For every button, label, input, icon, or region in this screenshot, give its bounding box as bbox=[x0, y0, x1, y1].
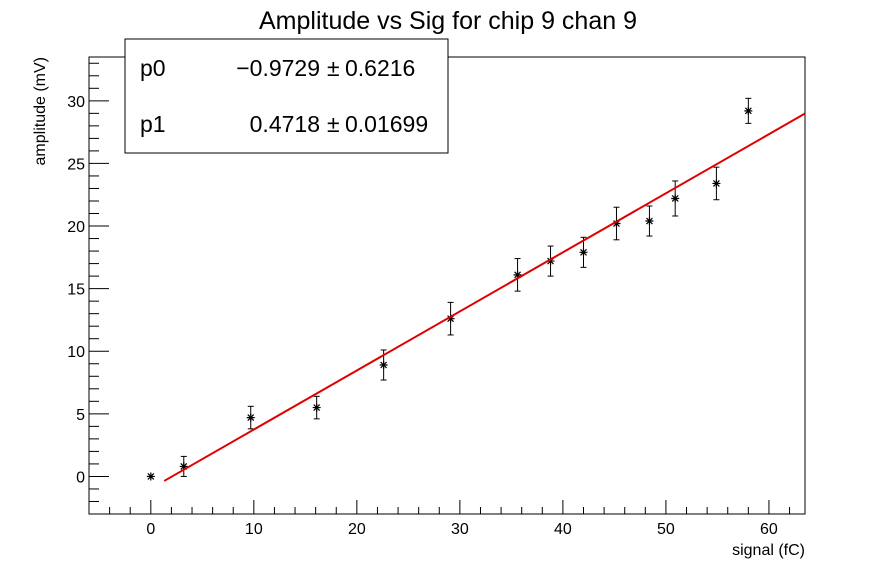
fit-param-p1-error: 0.01699 bbox=[345, 111, 428, 137]
x-axis: 0 10 20 30 40 50 60 bbox=[88, 500, 791, 538]
data-point bbox=[612, 206, 621, 241]
point-marker bbox=[246, 413, 255, 422]
x-tick-label: 60 bbox=[760, 521, 778, 538]
point-marker bbox=[146, 472, 155, 481]
y-tick-label: 20 bbox=[67, 219, 85, 236]
point-marker bbox=[712, 179, 721, 188]
data-point bbox=[146, 472, 155, 481]
point-marker bbox=[612, 219, 621, 228]
fit-param-p0-error: 0.6216 bbox=[345, 55, 415, 81]
point-marker bbox=[546, 257, 555, 266]
x-tick-label: 50 bbox=[657, 521, 675, 538]
data-point bbox=[645, 205, 654, 237]
fit-param-p1-name: p1 bbox=[140, 111, 166, 137]
data-point bbox=[446, 301, 455, 336]
fit-param-p1-value: 0.4718 bbox=[250, 111, 320, 137]
point-marker bbox=[744, 106, 753, 115]
data-point bbox=[744, 97, 753, 124]
data-points bbox=[146, 97, 753, 481]
x-tick-label: 40 bbox=[554, 521, 572, 538]
point-marker bbox=[312, 403, 321, 412]
y-tick-label: 15 bbox=[67, 282, 85, 299]
fit-line bbox=[163, 112, 806, 482]
x-tick-label: 0 bbox=[146, 521, 155, 538]
point-marker bbox=[645, 217, 654, 226]
x-tick-label: 10 bbox=[245, 521, 263, 538]
fit-stats-box: p0 −0.9729 ± 0.6216 p1 0.4718 ± 0.01699 bbox=[124, 38, 449, 154]
point-marker bbox=[446, 314, 455, 323]
point-marker bbox=[179, 462, 188, 471]
fit-param-p0-pm: ± bbox=[327, 55, 340, 81]
point-marker bbox=[671, 194, 680, 203]
data-point bbox=[179, 455, 188, 477]
fit-param-p1-pm: ± bbox=[327, 111, 340, 137]
data-point bbox=[579, 236, 588, 268]
y-tick-label: 25 bbox=[67, 156, 85, 173]
x-tick-label: 30 bbox=[451, 521, 469, 538]
data-point bbox=[546, 245, 555, 277]
y-tick-label: 0 bbox=[76, 469, 85, 486]
x-axis-label: signal (fC) bbox=[732, 542, 805, 559]
data-point bbox=[312, 395, 321, 420]
y-axis-label: amplitude (mV) bbox=[32, 57, 49, 165]
data-point bbox=[246, 405, 255, 430]
point-marker bbox=[379, 361, 388, 370]
y-tick-label: 30 bbox=[67, 94, 85, 111]
x-tick-label: 20 bbox=[348, 521, 366, 538]
chart-title: Amplitude vs Sig for chip 9 chan 9 bbox=[259, 7, 637, 35]
data-point bbox=[513, 258, 522, 292]
data-point bbox=[712, 166, 721, 201]
point-marker bbox=[513, 270, 522, 279]
fit-param-p0-name: p0 bbox=[140, 55, 166, 81]
point-marker bbox=[579, 248, 588, 257]
y-tick-label: 5 bbox=[76, 407, 85, 424]
fit-param-p0-value: −0.9729 bbox=[236, 55, 320, 81]
y-axis: 0 5 10 15 20 25 30 bbox=[67, 62, 109, 515]
y-tick-label: 10 bbox=[67, 344, 85, 361]
